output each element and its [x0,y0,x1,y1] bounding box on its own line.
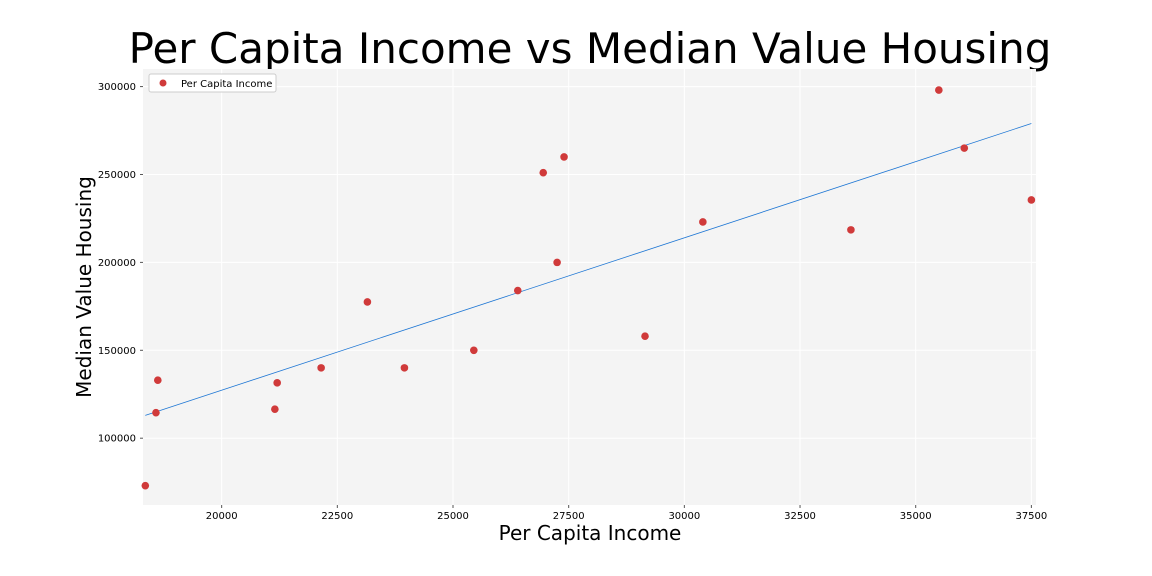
scatter-point [935,86,943,94]
x-axis-label: Per Capita Income [499,521,682,545]
scatter-point [273,379,281,387]
scatter-point [513,286,522,295]
scatter-point [317,364,325,372]
y-axis: 100000 150000 200000 250000 300000 [98,82,143,445]
scatter-point [641,332,649,341]
scatter-point [960,144,969,152]
scatter-point [152,408,160,417]
x-tick-label: 25000 [437,511,469,522]
scatter-point [1027,196,1036,204]
scatter-point [470,346,478,355]
scatter-point [400,364,409,372]
scatter-point [699,218,707,226]
x-tick-label: 32500 [784,511,816,522]
y-tick-label: 100000 [98,434,136,445]
trendline [145,123,1032,416]
x-tick-label: 20000 [206,511,238,522]
trendline-group [145,123,1032,416]
scatter-point [141,481,150,490]
scatter-point [154,376,162,384]
x-tick-label: 27500 [553,511,585,522]
x-tick-label: 35000 [900,511,932,522]
scatter-point [271,405,279,413]
scatter-point [553,258,561,267]
x-tick-label: 22500 [321,511,353,522]
y-tick-label: 150000 [98,346,136,357]
legend-marker [159,79,167,87]
scatter-point [539,168,548,177]
y-tick-label: 200000 [98,258,136,269]
scatter-point [847,226,855,234]
x-axis: 20000 22500 25000 27500 30000 32500 35000 37500 [206,505,1047,522]
y-tick-label: 300000 [98,82,136,93]
x-tick-label: 37500 [1015,511,1047,522]
legend-label: Per Capita Income [181,79,272,90]
y-axis-label: Median Value Housing [72,176,96,398]
grid-lines [143,69,1036,505]
legend-box [148,73,277,93]
legend: Per Capita Income [148,73,277,93]
scatter-point [560,153,568,161]
plot-area [143,69,1036,505]
chart-title: Per Capita Income vs Median Value Housin… [128,24,1052,73]
data-points [141,86,1036,490]
y-tick-label: 250000 [98,170,136,181]
x-tick-label: 30000 [668,511,700,522]
scatter-point [363,298,372,306]
